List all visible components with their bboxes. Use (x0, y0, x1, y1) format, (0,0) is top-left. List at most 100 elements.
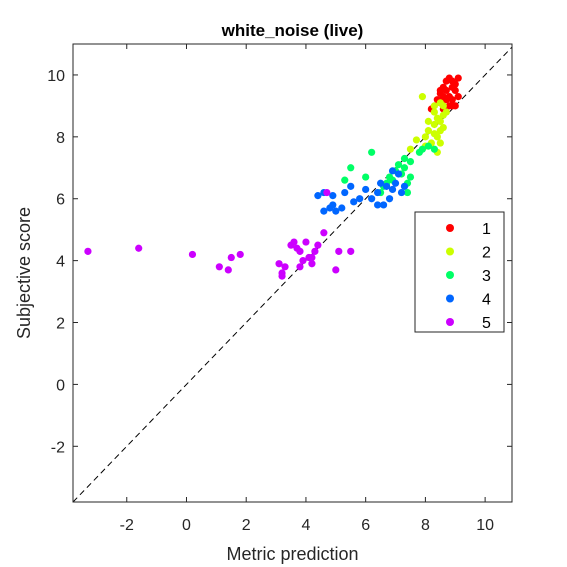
data-point-series-4 (326, 204, 334, 212)
legend-marker (446, 318, 454, 326)
x-tick-label: -2 (120, 517, 134, 534)
data-point-series-1 (451, 86, 459, 95)
data-point-series-5 (299, 257, 307, 265)
x-axis-title: Metric prediction (226, 544, 358, 564)
data-point-series-5 (311, 247, 319, 255)
data-point-series-4 (379, 201, 388, 209)
data-point-series-5 (293, 244, 301, 252)
data-point-series-5 (236, 250, 244, 259)
data-point-series-2 (406, 145, 415, 153)
data-point-series-3 (430, 145, 438, 153)
data-point-series-4 (376, 179, 385, 187)
data-point-series-4 (374, 201, 382, 209)
y-axis: -2 0 2 4 6 8 10 (47, 68, 512, 456)
data-point-series-3 (368, 148, 376, 156)
y-axis-title: Subjective score (14, 207, 34, 339)
data-point-series-2 (421, 133, 429, 141)
data-point-series-5 (335, 247, 343, 255)
data-point-series-5 (323, 188, 331, 197)
data-point-series-1 (436, 86, 444, 95)
x-axis: -2 0 2 4 6 8 10 (120, 44, 494, 534)
legend-label: 4 (482, 292, 491, 309)
data-point-series-3 (385, 173, 394, 181)
x-tick-label: 0 (182, 517, 191, 534)
data-point-series-3 (415, 148, 424, 156)
legend-marker (446, 294, 454, 303)
data-point-series-5 (215, 263, 223, 271)
data-point-series-5 (278, 272, 286, 280)
data-point-series-5 (281, 263, 289, 271)
chart-title: white_noise (live) (221, 21, 364, 40)
data-point-series-2 (439, 111, 447, 119)
data-point-series-4 (374, 188, 382, 197)
data-point-series-2 (430, 120, 438, 129)
data-point-series-2 (436, 127, 444, 135)
y-tick-label: 4 (56, 254, 65, 271)
y-tick-label: -2 (51, 439, 65, 456)
data-point-series-3 (400, 164, 409, 172)
data-point-series-2 (430, 108, 438, 116)
data-point-series-4 (388, 167, 397, 175)
data-point-series-4 (341, 188, 349, 197)
data-point-series-3 (406, 173, 415, 181)
data-point-series-2 (424, 127, 432, 135)
plot-area-frame (72, 43, 513, 503)
data-point-series-4 (329, 192, 337, 200)
data-point-series-2 (412, 136, 421, 144)
data-points-layer (84, 74, 462, 280)
data-point-series-5 (302, 238, 310, 246)
legend-marker (446, 247, 454, 256)
identity-reference-line (72, 46, 513, 503)
data-point-series-2 (424, 117, 432, 125)
data-point-series-2 (439, 102, 447, 110)
data-point-series-2 (436, 117, 444, 125)
x-tick-label: 6 (361, 517, 370, 534)
data-point-series-4 (356, 195, 364, 203)
data-point-series-4 (385, 195, 394, 203)
data-point-series-5 (332, 266, 340, 274)
data-point-series-3 (424, 142, 432, 150)
data-point-series-2 (430, 130, 438, 138)
data-point-series-2 (436, 139, 444, 147)
identity-line-layer (72, 46, 513, 503)
data-point-series-2 (430, 102, 438, 110)
y-tick-label: 0 (56, 377, 65, 394)
x-tick-label: 4 (301, 517, 310, 534)
legend-label: 1 (482, 221, 491, 238)
data-point-series-4 (320, 207, 328, 215)
data-point-series-1 (448, 102, 456, 110)
data-point-series-4 (332, 207, 340, 215)
data-point-series-3 (394, 161, 403, 169)
data-point-series-4 (347, 182, 355, 190)
data-point-series-4 (391, 179, 400, 187)
data-point-series-1 (448, 77, 456, 85)
legend-marker (446, 224, 454, 232)
data-point-series-3 (347, 164, 355, 172)
data-point-series-5 (314, 241, 322, 249)
legend-marker (446, 271, 454, 279)
data-point-series-4 (314, 192, 322, 200)
x-tick-label: 2 (242, 517, 251, 534)
data-point-series-5 (188, 250, 197, 259)
data-point-series-5 (290, 238, 298, 246)
data-point-series-3 (403, 188, 412, 197)
data-point-series-4 (397, 188, 406, 197)
data-point-series-3 (362, 173, 370, 181)
data-point-series-4 (388, 185, 397, 194)
data-point-series-3 (341, 176, 349, 184)
legend-label: 5 (482, 315, 491, 332)
data-point-series-5 (224, 266, 232, 274)
x-tick-label: 10 (476, 517, 494, 534)
data-point-series-5 (135, 244, 143, 252)
data-point-series-4 (394, 170, 403, 178)
data-point-series-5 (84, 247, 92, 255)
data-point-series-5 (227, 253, 235, 262)
legend-label: 2 (482, 245, 491, 262)
data-point-series-2 (418, 93, 427, 101)
y-tick-label: 10 (47, 68, 65, 85)
data-point-series-3 (406, 157, 415, 166)
data-point-series-4 (400, 182, 409, 190)
data-point-series-1 (442, 86, 450, 95)
data-point-series-3 (400, 154, 409, 163)
